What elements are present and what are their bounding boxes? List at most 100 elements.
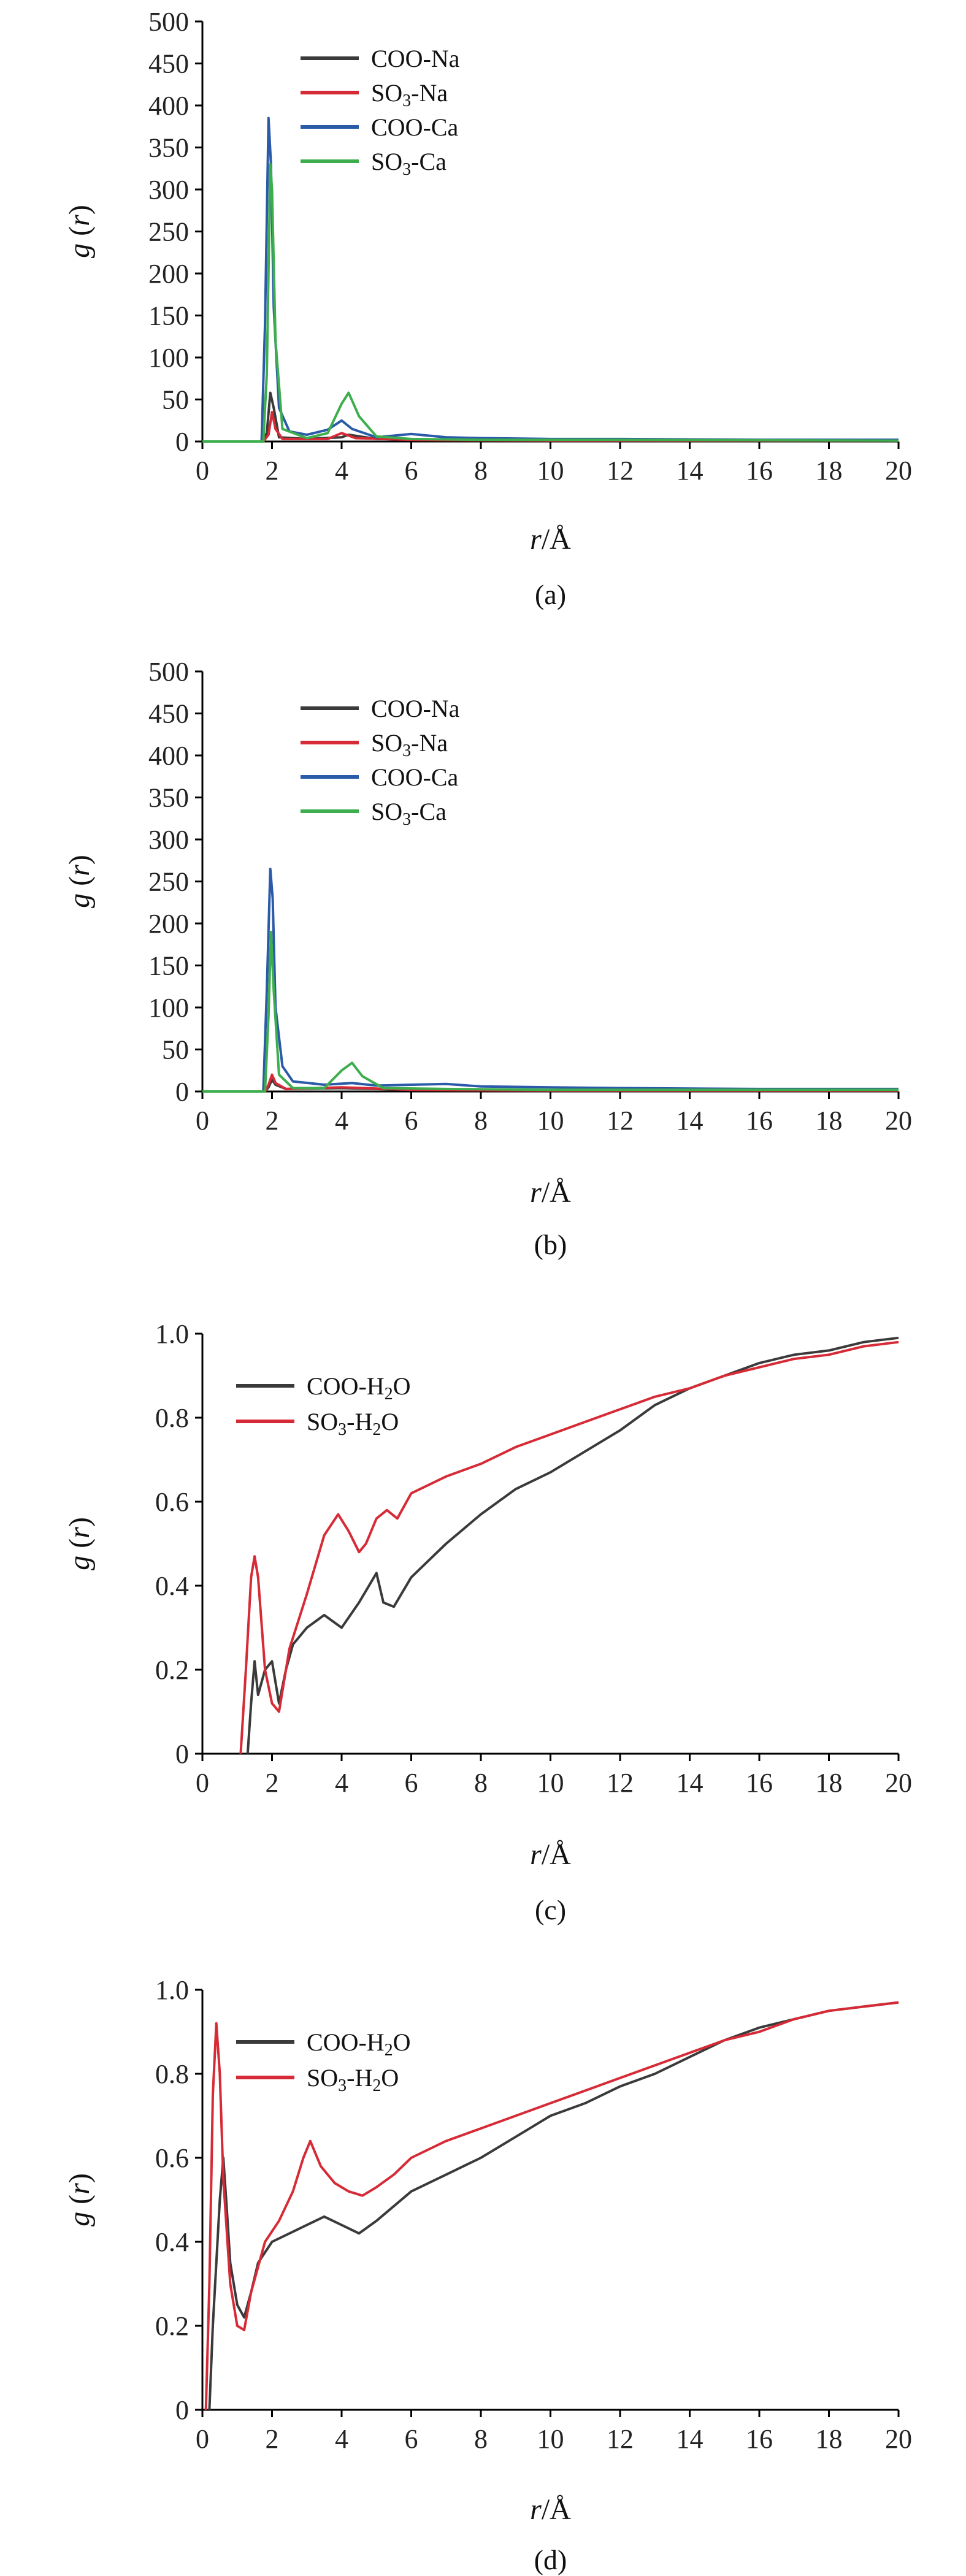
y-tick-label: 200 bbox=[148, 259, 189, 289]
series-line-coo-ca bbox=[202, 117, 899, 443]
y-axis-title: g (r) bbox=[63, 855, 96, 908]
y-tick-label: 250 bbox=[148, 867, 189, 897]
x-tick-label: 10 bbox=[537, 1768, 564, 1798]
x-tick-label: 20 bbox=[885, 1768, 912, 1798]
y-tick-label: 0.2 bbox=[155, 2311, 189, 2341]
x-tick-label: 20 bbox=[885, 1106, 912, 1136]
y-tick-label: 350 bbox=[148, 783, 189, 813]
x-tick-label: 6 bbox=[405, 2424, 418, 2454]
chart-panel-1: 0 2 4 6 8 10 12 14 16 18 2005010015020025030035040… bbox=[63, 7, 912, 610]
legend-label: COO-H2O bbox=[307, 2028, 411, 2060]
series-line-so3-ca bbox=[202, 930, 899, 1093]
y-tick-label: 0.8 bbox=[155, 2059, 189, 2089]
x-tick-label: 2 bbox=[266, 1106, 279, 1136]
x-tick-label: 6 bbox=[405, 1106, 418, 1136]
y-tick-label: 0 bbox=[175, 1077, 189, 1107]
x-tick-label: 2 bbox=[266, 2424, 279, 2454]
y-tick-label: 1.0 bbox=[155, 1975, 189, 2005]
x-tick-label: 2 bbox=[266, 456, 279, 486]
series-line-so3-h2o bbox=[204, 2001, 899, 2410]
legend-label: SO3-H2O bbox=[307, 2064, 399, 2095]
x-tick-label: 8 bbox=[474, 456, 488, 486]
x-tick-label: 8 bbox=[474, 1106, 488, 1136]
y-axis-title: g (r) bbox=[63, 205, 96, 258]
panel-label: (c) bbox=[535, 1894, 566, 1925]
y-tick-label: 450 bbox=[148, 49, 189, 79]
x-tick-label: 14 bbox=[677, 1768, 703, 1798]
legend-label: COO-H2O bbox=[307, 1372, 411, 1404]
x-tick-label: 0 bbox=[196, 1768, 209, 1798]
series-line-so3-h2o bbox=[239, 1340, 899, 1754]
series-line-coo-h2o bbox=[246, 1336, 899, 1754]
x-tick-label: 20 bbox=[885, 456, 912, 486]
x-tick-label: 18 bbox=[816, 1768, 843, 1798]
x-axis-title: r/Å bbox=[530, 1838, 571, 1871]
y-tick-label: 0 bbox=[175, 1739, 189, 1769]
x-tick-label: 18 bbox=[816, 2424, 843, 2454]
x-tick-label: 12 bbox=[607, 1106, 634, 1136]
x-tick-label: 12 bbox=[607, 456, 634, 486]
y-tick-label: 100 bbox=[148, 343, 189, 373]
y-tick-label: 0 bbox=[175, 427, 189, 457]
y-tick-label: 200 bbox=[148, 909, 189, 939]
panel-label: (b) bbox=[534, 1229, 567, 1260]
legend-label: COO-Na bbox=[371, 45, 460, 72]
y-tick-label: 0.6 bbox=[155, 2143, 189, 2173]
y-tick-label: 50 bbox=[162, 1035, 189, 1065]
legend-label: SO3-H2O bbox=[307, 1408, 399, 1439]
x-tick-label: 4 bbox=[335, 1768, 348, 1798]
legend-label: SO3-Ca bbox=[371, 798, 447, 829]
x-tick-label: 4 bbox=[335, 1106, 348, 1136]
y-tick-label: 1.0 bbox=[155, 1319, 189, 1349]
y-tick-label: 150 bbox=[148, 951, 189, 981]
y-tick-label: 500 bbox=[148, 7, 189, 37]
x-tick-label: 8 bbox=[474, 2424, 488, 2454]
x-tick-label: 16 bbox=[746, 1768, 773, 1798]
legend-label: SO3-Na bbox=[371, 729, 448, 760]
x-tick-label: 16 bbox=[746, 1106, 773, 1136]
y-tick-label: 250 bbox=[148, 217, 189, 247]
x-tick-label: 0 bbox=[196, 456, 209, 486]
y-tick-label: 300 bbox=[148, 175, 189, 205]
y-tick-label: 300 bbox=[148, 825, 189, 855]
x-axis-title: r/Å bbox=[530, 2493, 571, 2526]
x-axis-title: r/Å bbox=[530, 1176, 571, 1209]
x-tick-label: 16 bbox=[746, 456, 773, 486]
x-tick-label: 18 bbox=[816, 1106, 843, 1136]
x-tick-label: 0 bbox=[196, 1106, 209, 1136]
series-line-so3-ca bbox=[202, 162, 899, 443]
x-tick-label: 20 bbox=[885, 2424, 912, 2454]
x-tick-label: 6 bbox=[405, 456, 418, 486]
y-tick-label: 350 bbox=[148, 133, 189, 163]
y-axis-title: g (r) bbox=[63, 1517, 96, 1570]
x-tick-label: 14 bbox=[677, 2424, 703, 2454]
x-tick-label: 2 bbox=[266, 1768, 279, 1798]
y-tick-label: 100 bbox=[148, 993, 189, 1023]
y-tick-label: 400 bbox=[148, 91, 189, 121]
y-tick-label: 400 bbox=[148, 741, 189, 771]
y-tick-label: 0.4 bbox=[155, 1571, 189, 1601]
panel-label: (d) bbox=[534, 2544, 567, 2575]
legend-label: COO-Ca bbox=[371, 113, 458, 141]
chart-panel-3: 0 2 4 6 8 10 12 14 16 18 20 0 0.2 0.4 0.6 0.8 1.0 g (r) r/… bbox=[63, 1319, 912, 1925]
x-tick-label: 10 bbox=[537, 456, 564, 486]
x-tick-label: 6 bbox=[405, 1768, 418, 1798]
y-tick-label: 50 bbox=[162, 385, 189, 415]
panel-label: (a) bbox=[535, 579, 566, 610]
y-tick-label: 0.6 bbox=[155, 1487, 189, 1517]
y-tick-label: 0.8 bbox=[155, 1403, 189, 1433]
chart-panel-4: 0 2 4 6 8 10 12 14 16 18 20 0 0.2 0.4 0.6 0.8 1.0 g (r) r/… bbox=[63, 1975, 912, 2575]
y-tick-label: 450 bbox=[148, 699, 189, 729]
x-tick-label: 14 bbox=[677, 1106, 703, 1136]
y-tick-label: 500 bbox=[148, 657, 189, 687]
y-axis-title: g (r) bbox=[63, 2173, 96, 2226]
x-tick-label: 14 bbox=[677, 456, 703, 486]
x-tick-label: 10 bbox=[537, 1106, 564, 1136]
x-tick-label: 0 bbox=[196, 2424, 209, 2454]
y-tick-label: 150 bbox=[148, 301, 189, 331]
legend-label: SO3-Na bbox=[371, 79, 448, 110]
x-tick-label: 4 bbox=[335, 2424, 348, 2454]
x-tick-label: 8 bbox=[474, 1768, 488, 1798]
y-tick-label: 0.4 bbox=[155, 2227, 189, 2257]
